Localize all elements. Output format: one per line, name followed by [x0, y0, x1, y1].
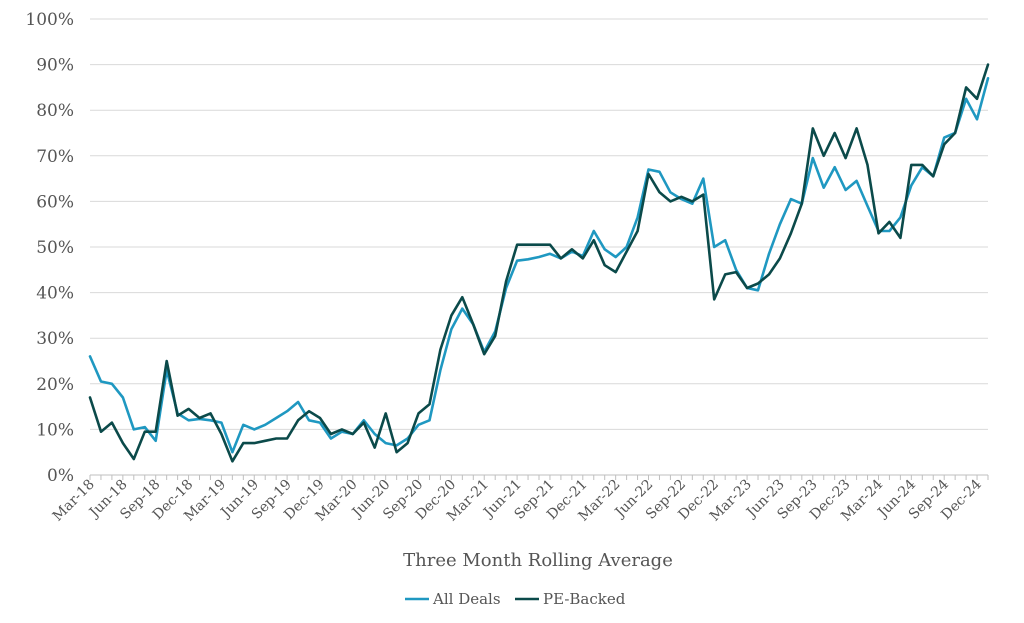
- series-line-pe-backed: [88, 63, 990, 463]
- series-line-all-deals: [88, 77, 990, 454]
- x-axis-title: Three Month Rolling Average: [403, 550, 673, 571]
- plot-area: [88, 63, 990, 463]
- y-tick-label: 10%: [36, 420, 74, 440]
- x-axis: Mar-18Jun-18Sep-18Dec-18Mar-19Jun-19Sep-…: [50, 476, 985, 524]
- y-tick-label: 80%: [36, 101, 74, 121]
- y-tick-label: 0%: [47, 466, 74, 486]
- legend-label: PE-Backed: [543, 590, 626, 608]
- legend: All Deals PE-Backed: [405, 590, 626, 608]
- y-tick-label: 20%: [36, 375, 74, 395]
- y-tick-label: 50%: [36, 238, 74, 258]
- y-tick-label: 90%: [36, 56, 74, 76]
- y-tick-label: 70%: [36, 147, 74, 167]
- y-tick-label: 100%: [25, 10, 74, 30]
- y-tick-label: 30%: [36, 329, 74, 349]
- y-tick-label: 60%: [36, 192, 74, 212]
- gridlines: [89, 18, 989, 480]
- y-tick-label: 40%: [36, 284, 74, 304]
- y-axis: 0% 10% 20% 30% 40% 50% 60% 70% 80% 90% 100%: [25, 10, 74, 486]
- legend-label: All Deals: [432, 590, 501, 608]
